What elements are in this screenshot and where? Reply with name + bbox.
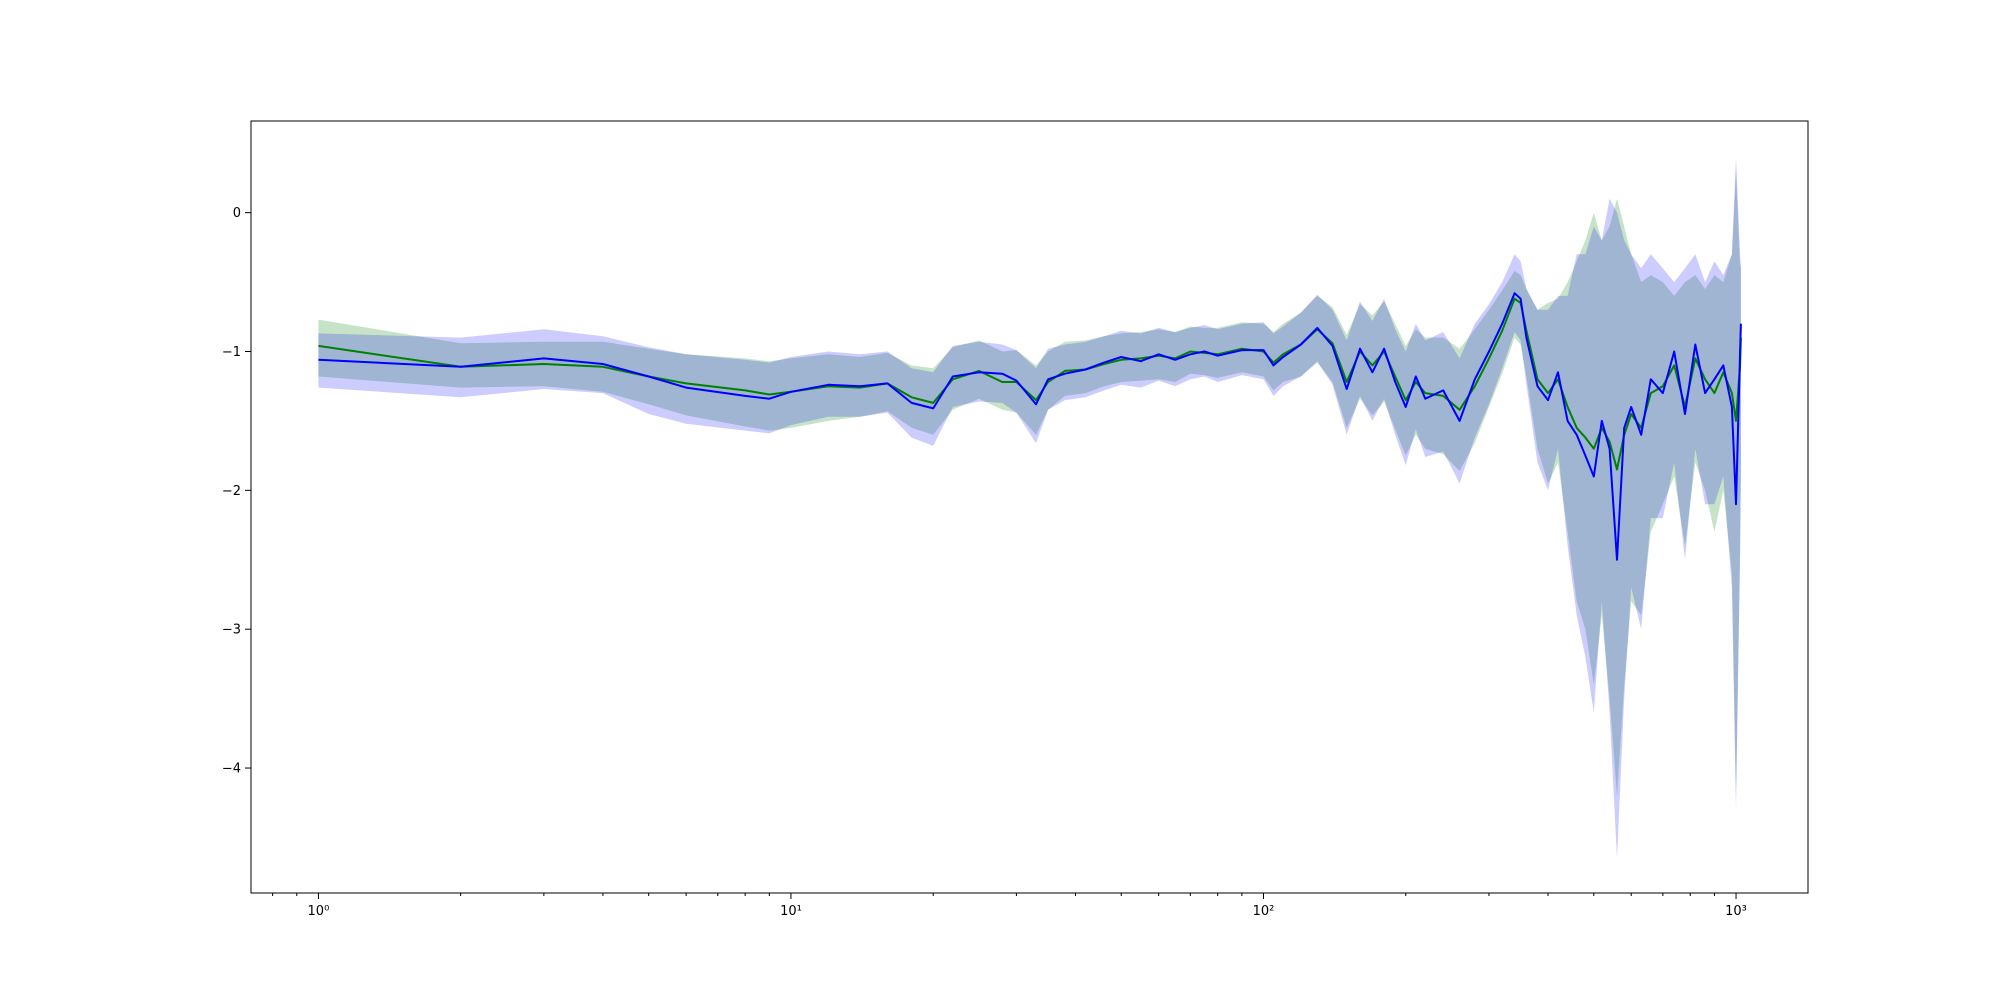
y-tick-label: −1: [222, 345, 241, 360]
series-2-line: [318, 292, 1742, 561]
confidence-bands: [318, 157, 1741, 859]
series-2-band: [318, 157, 1741, 859]
y-tick-label: 0: [233, 206, 241, 221]
y-axis: 0 −1 −2 −3 −4: [222, 206, 251, 777]
x-axis: 10⁰ 10¹ 10² 10³: [272, 893, 1747, 919]
plot-frame: [250, 120, 1809, 894]
y-tick-label: −3: [222, 623, 241, 638]
x-tick-label: 10⁰: [308, 904, 330, 919]
y-tick-label: −4: [222, 762, 241, 777]
series-lines: [318, 292, 1742, 561]
x-tick-label: 10³: [1725, 904, 1747, 919]
series-1-band: [318, 171, 1741, 796]
x-tick-label: 10²: [1253, 904, 1275, 919]
x-tick-label: 10¹: [780, 904, 802, 919]
y-tick-label: −2: [222, 484, 241, 499]
